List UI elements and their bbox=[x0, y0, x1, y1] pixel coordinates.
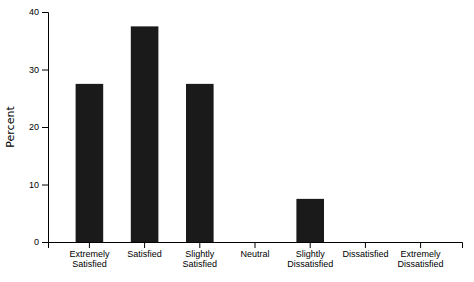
plot: ExtremelySatisfiedSatisfiedSlightlySatis… bbox=[29, 7, 463, 269]
x-tick-mark bbox=[310, 242, 311, 248]
x-tick-label: Satisfied bbox=[127, 249, 162, 259]
y-tick-mark bbox=[42, 185, 48, 186]
x-tick-label-line: Neutral bbox=[240, 249, 269, 259]
y-tick-label: 10 bbox=[29, 180, 39, 190]
x-tick-mark bbox=[144, 242, 145, 248]
x-tick-label: ExtremelySatisfied bbox=[69, 249, 110, 269]
y-axis-line bbox=[42, 13, 49, 243]
bar bbox=[296, 199, 324, 242]
x-tick-label-line: Extremely bbox=[69, 249, 110, 259]
chart: ExtremelySatisfiedSatisfiedSlightlySatis… bbox=[0, 0, 474, 282]
y-tick: 20 bbox=[29, 122, 48, 132]
y-tick: 10 bbox=[29, 180, 48, 190]
x-tick-label-line: Extremely bbox=[401, 249, 442, 259]
y-tick-mark bbox=[42, 127, 48, 128]
x-tick-label-line: Satisfied bbox=[72, 259, 107, 269]
y-tick-label: 20 bbox=[29, 122, 39, 132]
x-tick-label-line: Slightly bbox=[296, 249, 326, 259]
x-tick-mark bbox=[365, 242, 366, 248]
y-tick: 0 bbox=[34, 237, 48, 247]
x-tick: SlightlySatisfied bbox=[183, 242, 218, 269]
y-tick-label: 40 bbox=[29, 7, 39, 17]
x-tick-label-line: Slightly bbox=[185, 249, 215, 259]
x-tick-mark bbox=[199, 242, 200, 248]
x-tick-label: Dissatisfied bbox=[342, 249, 388, 259]
x-tick: ExtremelyDissatisfied bbox=[398, 242, 444, 269]
x-tick: Satisfied bbox=[127, 242, 162, 259]
x-tick-label-line: Dissatisfied bbox=[342, 249, 388, 259]
x-axis: ExtremelySatisfiedSatisfiedSlightlySatis… bbox=[49, 242, 463, 269]
x-tick: ExtremelySatisfied bbox=[69, 242, 110, 269]
bar bbox=[131, 26, 159, 242]
y-tick-mark bbox=[42, 12, 48, 13]
x-tick-label-line: Satisfied bbox=[127, 249, 162, 259]
x-tick-label: SlightlyDissatisfied bbox=[287, 249, 333, 269]
x-tick-label: Neutral bbox=[240, 249, 269, 259]
x-tick-label-line: Satisfied bbox=[183, 259, 218, 269]
y-tick-mark bbox=[42, 242, 48, 243]
y-tick-label: 0 bbox=[34, 237, 39, 247]
bar bbox=[76, 84, 104, 242]
bar bbox=[407, 242, 435, 243]
x-tick-label: ExtremelyDissatisfied bbox=[398, 249, 444, 269]
y-axis: 0 10 20 30 40 bbox=[29, 7, 49, 247]
bar bbox=[352, 242, 380, 243]
x-tick: SlightlyDissatisfied bbox=[287, 242, 333, 269]
bar bbox=[186, 84, 214, 242]
x-tick-label: SlightlySatisfied bbox=[183, 249, 218, 269]
y-tick-mark bbox=[42, 70, 48, 71]
bar bbox=[241, 242, 269, 243]
x-tick: Neutral bbox=[240, 242, 269, 259]
y-tick-label: 30 bbox=[29, 65, 39, 75]
bars bbox=[76, 26, 324, 242]
y-tick: 40 bbox=[29, 7, 48, 17]
x-tick-mark bbox=[420, 242, 421, 248]
x-tick: Dissatisfied bbox=[342, 242, 388, 259]
x-tick-label-line: Dissatisfied bbox=[398, 259, 444, 269]
x-tick-label-line: Dissatisfied bbox=[287, 259, 333, 269]
x-tick-mark bbox=[89, 242, 90, 248]
x-axis-line bbox=[49, 243, 463, 249]
y-axis-title: Percent bbox=[4, 106, 17, 148]
x-tick-mark bbox=[255, 242, 256, 248]
y-tick: 30 bbox=[29, 65, 48, 75]
